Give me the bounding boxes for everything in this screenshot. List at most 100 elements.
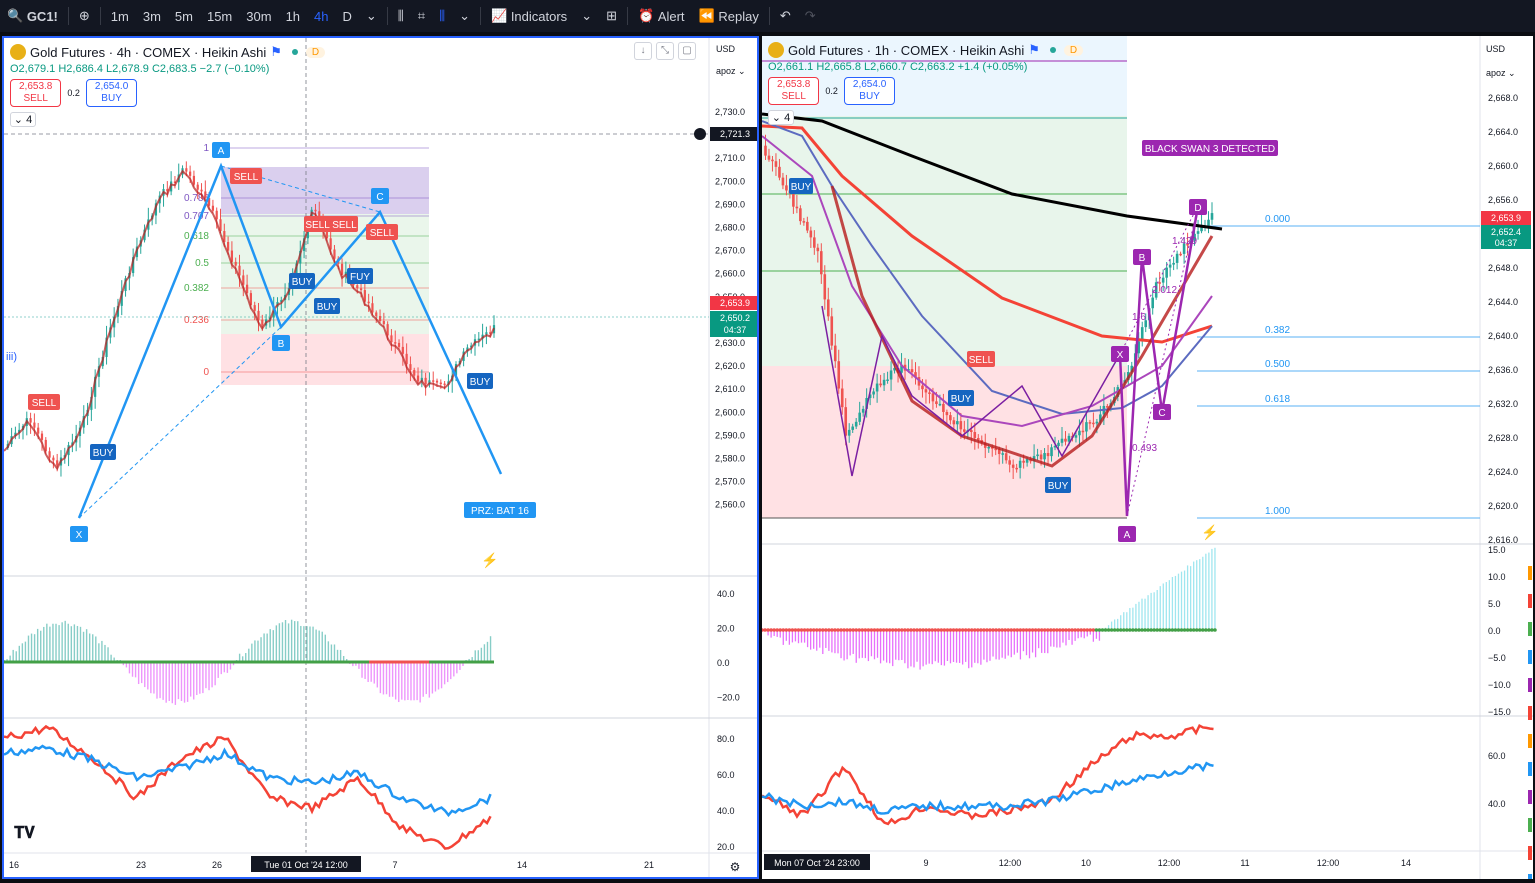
left-scale-mode[interactable]: apoz ⌄ [716, 66, 746, 76]
ma-200 [762, 112, 1223, 231]
left-candle [40, 433, 44, 440]
interval-30m[interactable]: 30m [246, 8, 272, 24]
macd-dot [976, 628, 980, 632]
right-chart-pane[interactable]: 2,668.02,664.02,660.02,656.02,652.02,648… [762, 36, 1533, 879]
macd-tick: −20.0 [717, 693, 740, 703]
left-candle [223, 231, 226, 243]
settings-gear-icon[interactable]: ⚙ [730, 860, 741, 874]
right-chart-canvas[interactable]: 2,668.02,664.02,660.02,656.02,652.02,648… [762, 36, 1533, 879]
macd-dot [1143, 628, 1147, 632]
right-candle [973, 432, 977, 438]
macd-tick: −15.0 [1488, 707, 1511, 717]
macd-dot [915, 628, 919, 632]
price-tick: 2,636.0 [1488, 365, 1518, 375]
fib-level-label: 0.382 [184, 283, 209, 294]
pattern-label-A: A [1124, 530, 1131, 541]
bar-type-button[interactable]: ⫼ [391, 0, 411, 32]
macd-dot [1033, 628, 1038, 632]
signal-fuy: FUY [350, 272, 370, 283]
right-sell-button[interactable]: 2,653.8 SELL [768, 77, 820, 105]
right-currency[interactable]: USD [1486, 44, 1506, 54]
interval-15m[interactable]: 15m [206, 8, 233, 24]
right-scale-mode[interactable]: apoz ⌄ [1486, 68, 1516, 78]
wave-label: iii) [6, 351, 17, 363]
left-chart-pane[interactable]: 2,730.02,720.02,710.02,700.02,690.02,680… [2, 36, 759, 879]
left-candle [242, 275, 245, 285]
macd-dot [1039, 628, 1044, 632]
add-alert-icon[interactable] [694, 128, 706, 140]
macd-dot [1173, 628, 1178, 632]
top-toolbar: 🔍 GC1! ⊕ 1m 3m 5m 15m 30m 1h 4h D ⌄ ⫼ ⌗ ⫼ ⌄ 📈 I… [0, 0, 1535, 32]
replay-button[interactable]: ⏪ Replay [698, 8, 759, 24]
maximize-icon[interactable]: ▢ [678, 42, 696, 60]
macd-dot [1109, 628, 1114, 632]
rsi-line-red [762, 723, 1214, 826]
left-candle [249, 293, 252, 306]
interval-D[interactable]: D [342, 8, 352, 24]
interval-4h[interactable]: 4h [314, 8, 329, 24]
black-swan-label: BLACK SWAN 3 DETECTED [1145, 144, 1275, 155]
price-tick: 2,610.0 [715, 384, 745, 394]
flag-icon[interactable]: ⚑ [270, 44, 282, 59]
left-candle [211, 205, 215, 211]
macd-tick: −10.0 [1488, 680, 1511, 690]
data-pill: D [305, 46, 326, 58]
right-candle [1057, 442, 1060, 446]
right-candle [959, 421, 963, 430]
layout-button[interactable]: ⊞ [599, 0, 624, 32]
pattern-label-X-box [70, 526, 88, 542]
right-candle [1004, 453, 1008, 461]
macd-dot [1121, 628, 1126, 632]
price-tick: 2,648.0 [1488, 263, 1518, 273]
interval-5m[interactable]: 5m [174, 8, 193, 24]
interval-1h[interactable]: 1h [285, 8, 301, 24]
right-layer-toggle[interactable]: ⌄ 4 [768, 110, 794, 125]
left-chart-canvas[interactable]: 2,730.02,720.02,710.02,700.02,690.02,680… [4, 38, 759, 879]
arrow-down-icon[interactable]: ↓ [634, 42, 652, 60]
interval-1m[interactable]: 1m [110, 8, 129, 24]
left-candle [397, 342, 401, 347]
undo-button[interactable]: ↶ [773, 0, 798, 32]
heikin-ashi-button[interactable]: ⫼ [432, 0, 452, 32]
redo-button[interactable]: ↷ [798, 0, 823, 32]
collapse-icon[interactable]: ⤡ [656, 42, 674, 60]
compare-button[interactable]: ⊕ [72, 0, 97, 32]
right-candle [1060, 438, 1064, 443]
time-tick: 12:00 [1158, 858, 1181, 868]
flag-icon[interactable]: ⚑ [1028, 42, 1040, 57]
left-candle [33, 422, 36, 428]
left-candle [238, 265, 241, 276]
rsi-tick: 40.0 [1488, 799, 1506, 809]
interval-dropdown[interactable]: ⌄ [359, 0, 384, 32]
right-candle [924, 389, 928, 393]
time-tick: 7 [392, 860, 397, 870]
interval-3m[interactable]: 3m [142, 8, 161, 24]
macd-dot [912, 628, 916, 632]
fib-level-label: 1 [203, 143, 209, 154]
macd-dot [772, 628, 776, 632]
price-axis-bg [709, 38, 757, 877]
macd-dot [1170, 628, 1175, 632]
macd-dot [848, 628, 852, 632]
macd-dot [1112, 628, 1117, 632]
chart-type-button[interactable]: ⌗ [411, 0, 432, 32]
left-candle [485, 332, 488, 335]
macd-dot [1210, 628, 1214, 632]
indicators-dropdown[interactable]: ⌄ [581, 8, 593, 23]
macd-tick: 0.0 [1488, 626, 1501, 636]
alert-button[interactable]: ⏰ Alert [638, 8, 685, 24]
right-buy-button[interactable]: 2,654.0 BUY [843, 77, 896, 105]
left-layer-toggle[interactable]: ⌄ 4 [10, 112, 36, 127]
indicators-button[interactable]: 📈 Indicators [491, 8, 568, 24]
chart-type-dropdown[interactable]: ⌄ [459, 8, 470, 23]
symbol-search[interactable]: 🔍 GC1! [7, 8, 58, 24]
ma-50 [762, 120, 1213, 416]
right-candle [1078, 430, 1081, 436]
left-currency[interactable]: USD [716, 44, 736, 54]
left-buy-button[interactable]: 2,654.0 BUY [85, 79, 138, 107]
macd-tick: −5.0 [1488, 653, 1506, 663]
left-sell-button[interactable]: 2,653.8 SELL [10, 79, 62, 107]
right-candle [1039, 454, 1043, 460]
left-candle [173, 181, 177, 183]
macd-dot [982, 628, 986, 632]
